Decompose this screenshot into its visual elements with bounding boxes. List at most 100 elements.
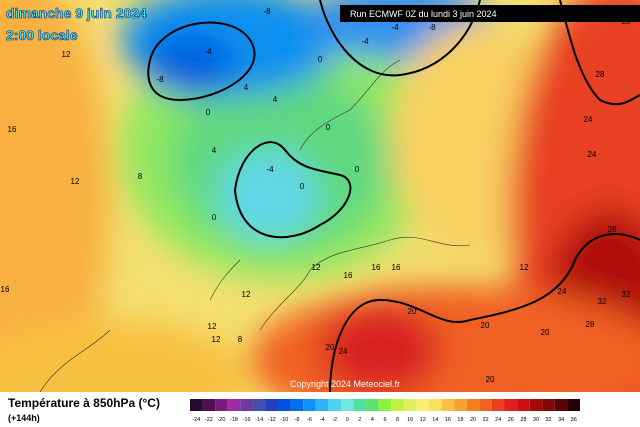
contour-label: 16 [372, 263, 381, 272]
contour-label: 12 [208, 322, 217, 331]
legend-swatch [391, 399, 404, 411]
legend-title: Température à 850hPa (°C) [8, 396, 160, 410]
legend-swatch [340, 399, 354, 411]
legend-tick-label: 36 [571, 417, 577, 423]
legend-swatch [278, 399, 291, 411]
legend-tick-label: -4 [320, 417, 325, 423]
map-time: 2:00 locale [6, 27, 78, 43]
contour-label: -8 [263, 7, 271, 16]
legend-swatch [227, 399, 241, 411]
contour-label: -4 [204, 47, 212, 56]
contour-label: 28 [622, 17, 631, 26]
legend-tick-label: -2 [332, 417, 337, 423]
legend-swatch [403, 399, 417, 411]
legend-tick-label: 14 [432, 417, 438, 423]
contour-label: 16 [8, 125, 17, 134]
legend-tick-label: -22 [205, 417, 213, 423]
legend-swatch [252, 399, 266, 411]
legend-tick-label: -16 [243, 417, 251, 423]
contour-label: 12 [62, 50, 71, 59]
contour-label: 8 [238, 335, 243, 344]
contour-label: 0 [206, 108, 211, 117]
legend-swatch [303, 399, 316, 411]
legend-swatch [479, 399, 492, 411]
legend-tick-label: 2 [358, 417, 361, 423]
legend-tick-label: 12 [420, 417, 426, 423]
legend-tick-label: 8 [396, 417, 399, 423]
legend-swatch [529, 399, 543, 411]
legend-tick-label: 22 [483, 417, 489, 423]
contour-label: 0 [300, 182, 305, 191]
legend-swatch [315, 399, 329, 411]
legend-swatch [328, 399, 341, 411]
contour-label: 8 [138, 172, 143, 181]
contour-label: 20 [486, 375, 495, 384]
contour-label: 12 [520, 263, 529, 272]
legend-swatch [429, 399, 442, 411]
legend-tick-label: -20 [217, 417, 225, 423]
legend-tick-label: 10 [407, 417, 413, 423]
legend-tick-label: -6 [307, 417, 312, 423]
contour-label: 0 [318, 55, 323, 64]
map-date: dimanche 9 juin 2024 [6, 5, 147, 21]
contour-label: 12 [71, 177, 80, 186]
contour-label: -8 [156, 75, 164, 84]
legend-swatch [290, 399, 304, 411]
legend-swatch [265, 399, 279, 411]
legend-swatch [554, 399, 568, 411]
legend-swatch [378, 399, 392, 411]
contour-label: 0 [355, 165, 360, 174]
legend-swatch [517, 399, 530, 411]
legend-lead: (+144h) [8, 413, 40, 423]
legend-tick-label: 26 [508, 417, 514, 423]
legend-swatch [215, 399, 228, 411]
legend-tick-label: -14 [255, 417, 263, 423]
legend-tick-label: 24 [495, 417, 501, 423]
legend-swatch [202, 399, 216, 411]
contour-label: 24 [339, 347, 348, 356]
contour-label: 24 [588, 150, 597, 159]
legend-tick-label: 0 [346, 417, 349, 423]
legend-tick-label: -10 [280, 417, 288, 423]
contour-label: 24 [558, 287, 567, 296]
legend-swatch [190, 399, 203, 411]
legend-tick-label: 4 [371, 417, 374, 423]
contour-label: 28 [596, 70, 605, 79]
legend-swatch [504, 399, 518, 411]
legend-swatch [240, 399, 253, 411]
legend-tick-label: 18 [457, 417, 463, 423]
contour-label: 4 [244, 83, 249, 92]
contour-label: -4 [266, 165, 274, 174]
legend-tick-label: 30 [533, 417, 539, 423]
legend-swatch [441, 399, 455, 411]
coastlines [39, 59, 471, 392]
contour-label: 32 [598, 297, 607, 306]
contour-label: -4 [391, 23, 399, 32]
contour-label: 20 [326, 343, 335, 352]
legend-tick-label: 16 [445, 417, 451, 423]
contour-label: 0 [326, 123, 331, 132]
contour-label: 0 [212, 213, 217, 222]
legend-swatch [491, 399, 505, 411]
contour-label: 20 [481, 321, 490, 330]
contour-label: -4 [361, 37, 369, 46]
legend-swatch [353, 399, 367, 411]
contour-label: -8 [428, 23, 436, 32]
legend-swatch [454, 399, 467, 411]
contour-label: 12 [242, 290, 251, 299]
contour-label: 12 [312, 263, 321, 272]
contour-label: 24 [584, 115, 593, 124]
contours [147, 0, 640, 392]
legend-tick-label: -8 [294, 417, 299, 423]
legend-swatch [416, 399, 430, 411]
contour-label: 32 [622, 290, 631, 299]
contour-label: 4 [273, 95, 278, 104]
copyright: Copyright 2024 Meteociel.fr [290, 379, 400, 389]
legend-tick-label: -12 [268, 417, 276, 423]
legend-tick-label: 32 [545, 417, 551, 423]
contour-label: 16 [344, 271, 353, 280]
legend-swatch [567, 399, 580, 411]
